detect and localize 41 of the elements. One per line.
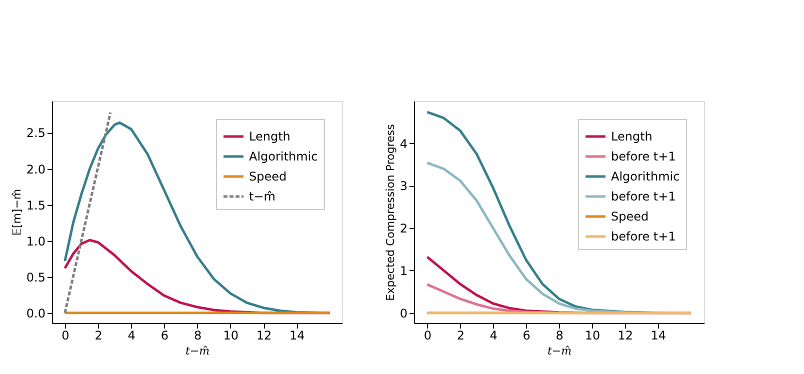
x-tick-label: 14	[290, 328, 305, 342]
x-tick-label: 2	[456, 328, 464, 342]
y-axis-title: Expected Compression Progress	[384, 124, 397, 301]
y-tick-label: 1.0	[26, 234, 46, 248]
y-tick-label: 2	[400, 222, 408, 236]
x-tick-label: 10	[584, 328, 600, 342]
y-tick-label: 0.0	[26, 306, 46, 320]
x-axis-title: t−m̂	[185, 344, 210, 358]
x-tick-label: 14	[650, 328, 666, 342]
legend-label: Algorithmic	[249, 150, 318, 164]
legend-label: Algorithmic	[611, 170, 680, 184]
y-tick-label: 2.5	[26, 126, 46, 140]
legend-label: t−m̂	[249, 190, 276, 204]
x-tick-label: 6	[160, 328, 169, 342]
y-tick-label: 0	[400, 306, 408, 320]
x-tick-label: 6	[522, 328, 530, 342]
legend-label: before t+1	[611, 190, 676, 204]
y-tick-label: 3	[400, 179, 408, 194]
x-axis-title: t−m̂	[547, 344, 572, 358]
y-axis-title: 𝔼[m]−m̂	[10, 188, 24, 236]
x-tick-label: 12	[256, 328, 272, 342]
x-tick-label: 4	[128, 328, 136, 342]
x-tick-label: 2	[94, 328, 102, 342]
y-tick-label: 1.5	[26, 198, 46, 212]
legend-label: Speed	[611, 210, 649, 224]
y-tick-label: 4	[400, 136, 408, 151]
x-tick-label: 0	[424, 328, 432, 342]
x-tick-label: 4	[490, 328, 498, 342]
y-tick-label: 2.0	[26, 162, 46, 176]
x-tick-label: 8	[556, 328, 564, 342]
legend-label: before t+1	[611, 150, 676, 164]
legend-label: Speed	[249, 170, 287, 184]
x-tick-label: 10	[223, 328, 239, 342]
x-tick-label: 8	[194, 328, 202, 342]
x-tick-label: 12	[618, 328, 634, 342]
legend-label: Length	[249, 130, 290, 144]
y-tick-label: 0.5	[26, 270, 46, 284]
y-tick-label: 1	[400, 264, 408, 278]
legend-label: Length	[611, 130, 652, 144]
legend-label: before t+1	[611, 230, 676, 244]
x-tick-label: 0	[62, 328, 70, 342]
